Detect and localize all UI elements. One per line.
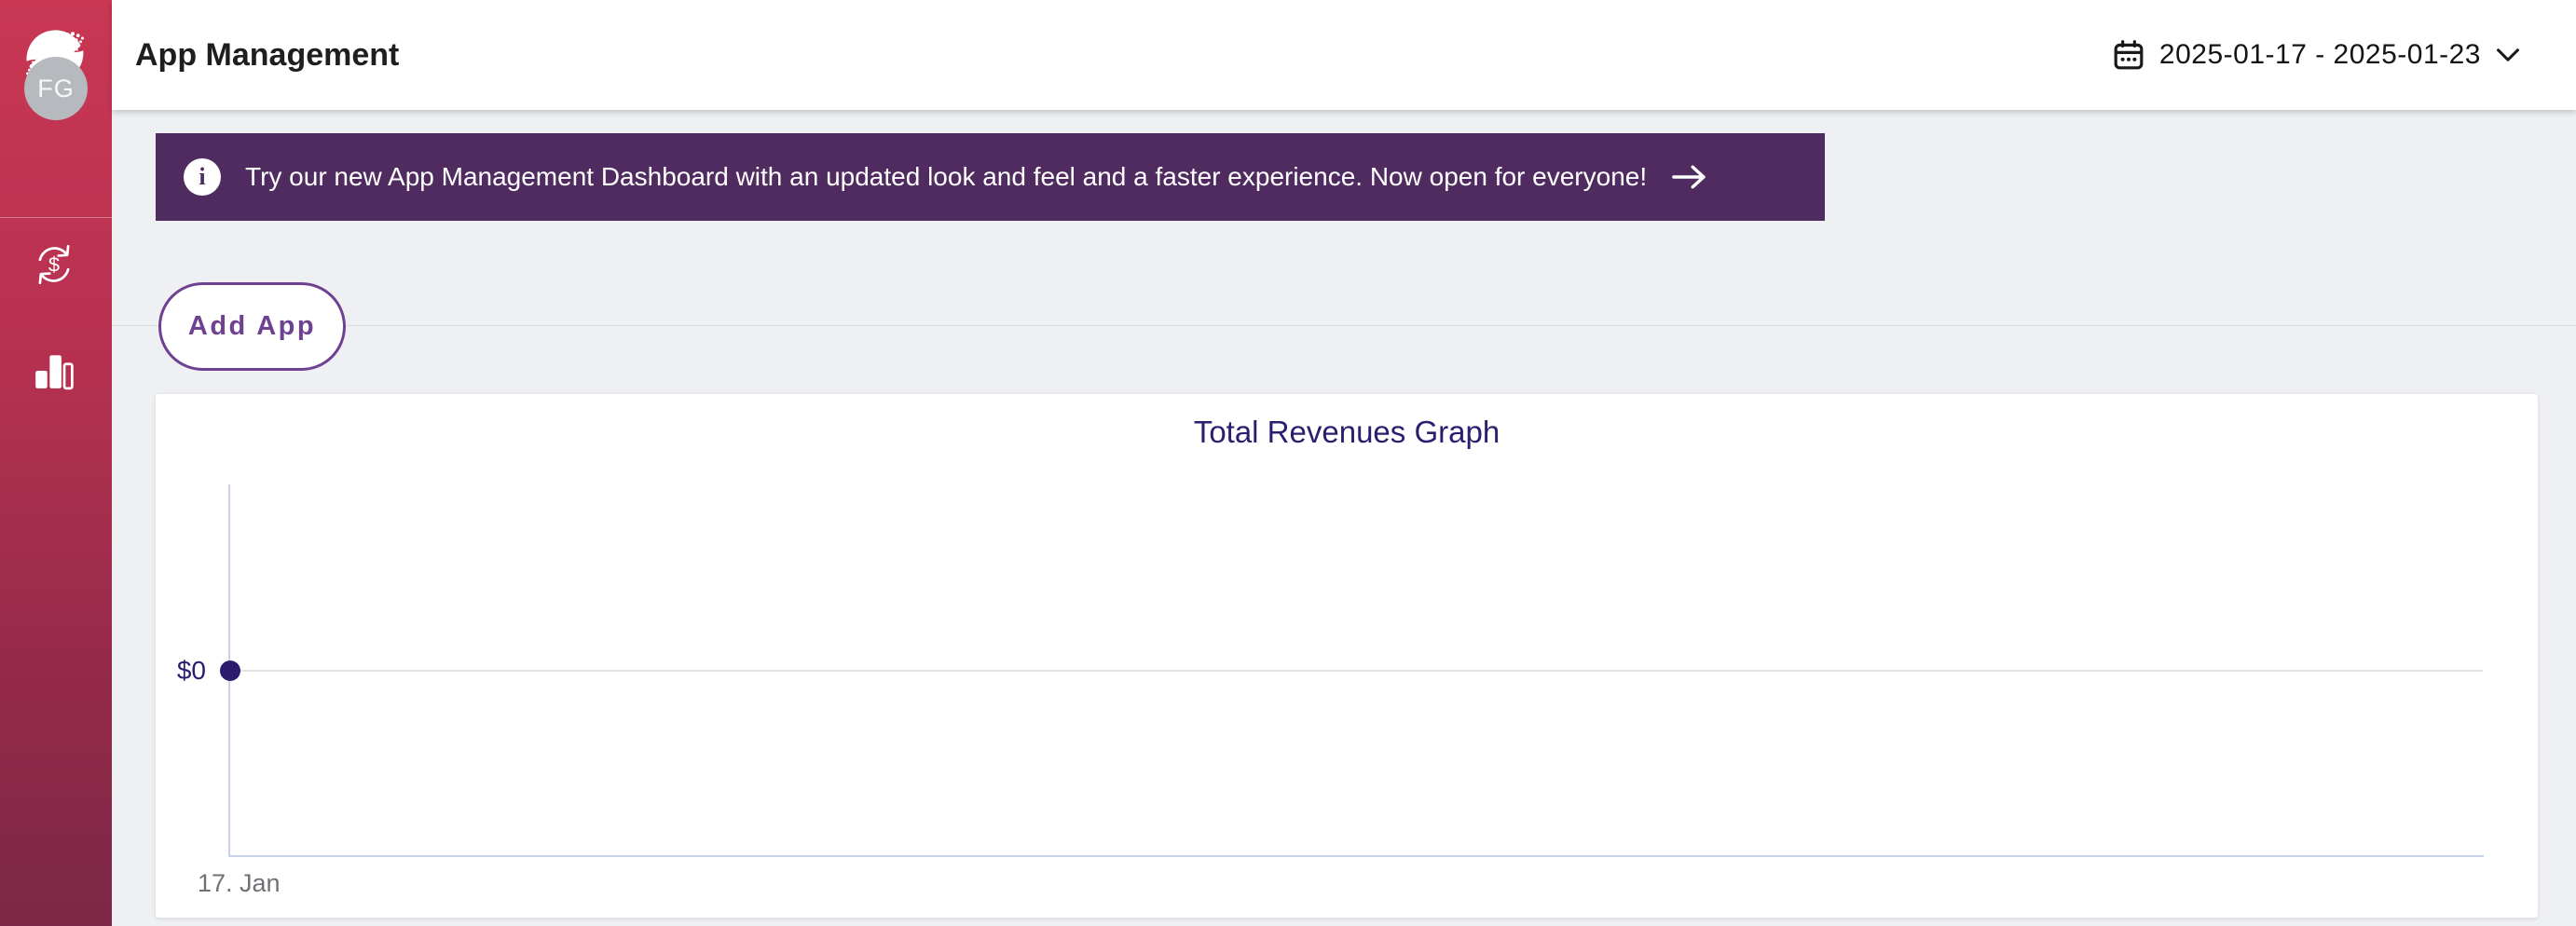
chevron-down-icon — [2497, 48, 2519, 61]
x-axis-line — [228, 855, 2484, 857]
sidebar-item-analytics[interactable] — [32, 348, 75, 391]
page-title: App Management — [135, 36, 400, 73]
announcement-banner[interactable]: i Try our new App Management Dashboard w… — [156, 133, 1825, 221]
info-icon: i — [184, 158, 221, 196]
svg-text:$: $ — [48, 252, 60, 276]
y-axis-tick-label: $0 — [176, 656, 206, 685]
arrow-right-icon — [1672, 165, 1706, 189]
avatar-initials: FG — [37, 74, 75, 102]
calendar-icon — [2114, 40, 2144, 70]
announcement-text: Try our new App Management Dashboard wit… — [245, 162, 1648, 191]
currency-sync-icon: $ — [38, 244, 70, 285]
sidebar-divider — [0, 217, 112, 218]
header: App Management 2025-01-17 - 2025-01-23 — [112, 0, 2576, 110]
sidebar-item-revenue[interactable]: $ — [31, 241, 77, 288]
data-point-dot[interactable] — [220, 660, 240, 681]
date-range-value: 2025-01-17 - 2025-01-23 — [2158, 39, 2481, 70]
bar-chart-icon — [35, 355, 74, 390]
x-axis-tick-label: 17. Jan — [198, 869, 281, 897]
chart-title: Total Revenues Graph — [1193, 415, 1500, 449]
sidebar: FG $ — [0, 0, 112, 926]
date-range-picker[interactable]: 2025-01-17 - 2025-01-23 — [2113, 0, 2520, 110]
zero-gridline — [230, 670, 2483, 672]
user-avatar[interactable]: FG — [24, 57, 88, 120]
toolbar-divider — [112, 325, 2576, 326]
total-revenues-card: Total Revenues Graph $0 17. Jan — [156, 394, 2538, 918]
add-app-button[interactable]: Add App — [158, 282, 346, 371]
